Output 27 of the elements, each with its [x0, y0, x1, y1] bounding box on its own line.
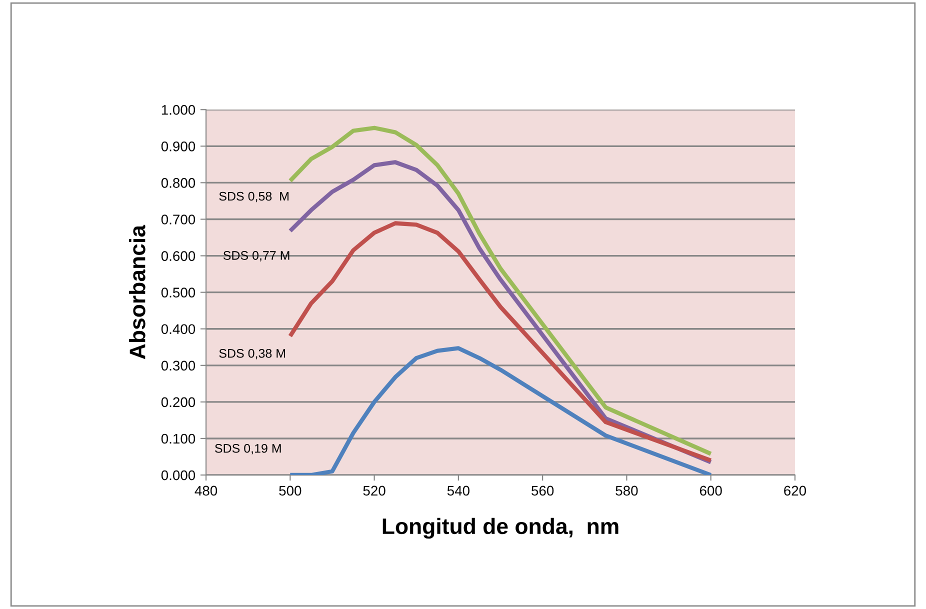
y-tick-label: 0.700 — [161, 214, 196, 224]
y-tick-label: 1.000 — [162, 104, 196, 115]
series-label: SDS 0,58 M — [219, 192, 288, 202]
y-tick-label: 0.800 — [161, 178, 196, 188]
x-tick-label: 480 — [194, 486, 218, 496]
series-label: SDS 0,77 M — [223, 251, 290, 262]
y-tick-label: 0.400 — [161, 324, 196, 334]
x-tick-label: 620 — [784, 486, 806, 496]
y-tick-label: 0.500 — [161, 288, 196, 298]
x-tick-label: 600 — [700, 486, 722, 496]
y-tick-label: 0.100 — [161, 434, 196, 444]
x-tick-label: 520 — [363, 486, 386, 496]
x-tick-label: 500 — [279, 486, 302, 496]
y-axis-title: Absorbancia — [129, 224, 146, 360]
line-series — [288, 221, 713, 462]
y-tick-label: 0.200 — [161, 397, 196, 408]
series-label: SDS 0,38 M — [219, 348, 286, 360]
y-tick-label: 0.000 — [161, 470, 196, 480]
x-tick-label: 580 — [616, 486, 638, 496]
x-tick-label: 540 — [447, 486, 470, 496]
x-axis-title: Longitud de onda, nm — [382, 518, 618, 539]
y-tick-label: 0.600 — [161, 251, 196, 261]
y-tick-label: 0.900 — [161, 141, 196, 152]
x-tick-label: 560 — [532, 486, 554, 496]
series-label: SDS 0,19 M — [215, 444, 281, 454]
line-series — [288, 346, 713, 476]
y-tick-label: 0.300 — [161, 360, 196, 371]
